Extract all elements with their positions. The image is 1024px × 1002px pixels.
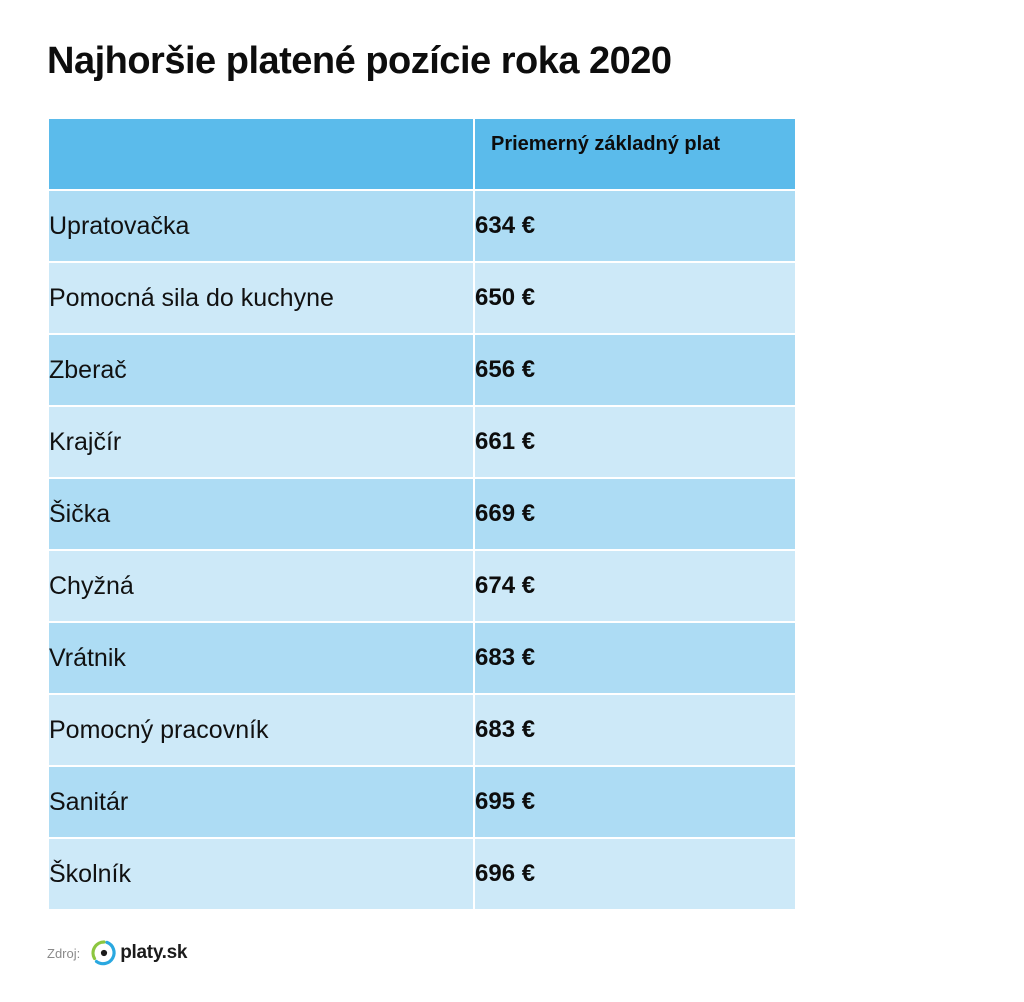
salary-cell: 656 € <box>473 333 797 407</box>
source-credit: Zdroj: platy.sk <box>47 935 187 971</box>
position-cell: Chyžná <box>47 549 475 623</box>
source-label: Zdroj: <box>47 945 81 961</box>
platy-logo[interactable]: platy.sk <box>90 939 187 967</box>
logo-text: platy.sk <box>120 942 188 963</box>
position-cell: Upratovačka <box>47 189 475 263</box>
position-cell: Pomocná sila do kuchyne <box>47 261 475 335</box>
salary-table: Priemerný základný plat Upratovačka 634 … <box>47 117 797 911</box>
logo-arc-green <box>91 940 106 961</box>
platy-logo-icon <box>91 940 116 966</box>
position-cell: Šička <box>47 477 475 551</box>
table-row: Pomocná sila do kuchyne 650 € <box>47 261 797 335</box>
salary-column-header: Priemerný základný plat <box>473 117 797 191</box>
salary-cell: 634 € <box>473 189 797 263</box>
position-cell: Školník <box>47 837 475 911</box>
position-cell: Zberač <box>47 333 475 407</box>
page-title: Najhoršie platené pozície roka 2020 <box>47 40 672 82</box>
salary-cell: 696 € <box>473 837 797 911</box>
table-row: Chyžná 674 € <box>47 549 797 623</box>
logo-arc-blue <box>95 940 116 966</box>
position-cell: Krajčír <box>47 405 475 479</box>
table-row: Pomocný pracovník 683 € <box>47 693 797 767</box>
table-row: Krajčír 661 € <box>47 405 797 479</box>
salary-cell: 683 € <box>473 621 797 695</box>
salary-cell: 674 € <box>473 549 797 623</box>
table-row: Vrátnik 683 € <box>47 621 797 695</box>
salary-cell: 669 € <box>473 477 797 551</box>
salary-cell: 695 € <box>473 765 797 839</box>
salary-cell: 661 € <box>473 405 797 479</box>
position-cell: Sanitár <box>47 765 475 839</box>
salary-cell: 650 € <box>473 261 797 335</box>
position-cell: Pomocný pracovník <box>47 693 475 767</box>
position-column-header <box>47 117 475 191</box>
table-row: Školník 696 € <box>47 837 797 911</box>
position-cell: Vrátnik <box>47 621 475 695</box>
salary-cell: 683 € <box>473 693 797 767</box>
table-row: Šička 669 € <box>47 477 797 551</box>
table-row: Upratovačka 634 € <box>47 189 797 263</box>
logo-dot <box>101 949 108 957</box>
table-row: Zberač 656 € <box>47 333 797 407</box>
table-row: Sanitár 695 € <box>47 765 797 839</box>
table-header-row: Priemerný základný plat <box>47 117 797 191</box>
